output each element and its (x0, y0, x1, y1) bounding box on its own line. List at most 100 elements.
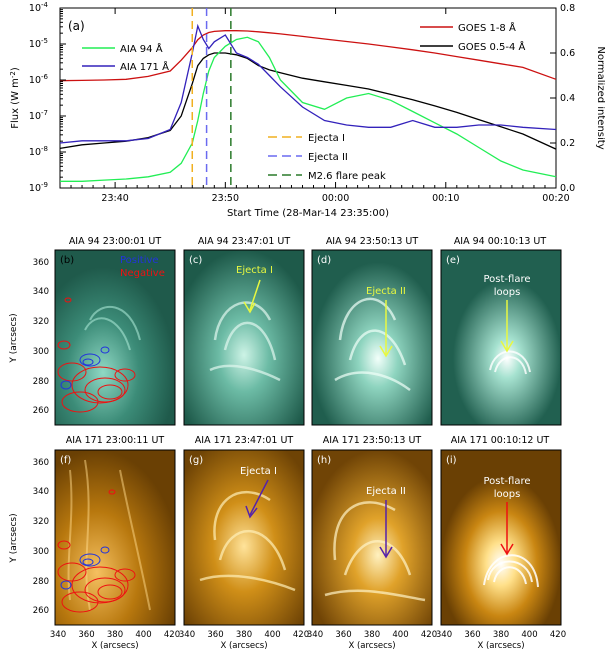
legend-ejecta2: Ejecta II (308, 152, 348, 163)
y-tick-label: 10-9 (29, 181, 48, 194)
arrowhead (379, 546, 393, 559)
panel-title-g: AIA 171 23:47:01 UT (195, 435, 294, 446)
annotation-postflare-171-line1: Post-flare (483, 476, 530, 487)
light-curve-panel: 23:40 23:50 00:00 00:10 00:20 10-9 10-8 10-7 10-… (9, 1, 605, 219)
right-axis-label: Normalized intensity (595, 46, 605, 149)
aia171-image (311, 449, 433, 626)
panel-label-e: (e) (446, 255, 460, 266)
arrow-ejecta1-171 (249, 479, 269, 516)
y-tick-label: 260 (33, 406, 49, 416)
panel-label-d: (d) (317, 255, 331, 266)
x-tick-label: 400 (392, 630, 408, 640)
x-tick-label: 420 (164, 630, 180, 640)
x-axis-label: Start Time (28-Mar-14 23:35:00) (227, 208, 389, 219)
annotation-postflare-94-line1: Post-flare (483, 274, 530, 285)
y-tick-label: 300 (33, 547, 49, 557)
x-tick-label: 380 (364, 630, 380, 640)
panel-label-c: (c) (189, 255, 202, 266)
legend-left: AIA 94 Å AIA 171 Å (82, 42, 169, 73)
panel-title-h: AIA 171 23:50:13 UT (323, 435, 422, 446)
y2-tick-label: 0.8 (560, 3, 575, 14)
legend-aia94: AIA 94 Å (120, 42, 163, 55)
image-panel-g: (g) Ejecta I (183, 449, 305, 626)
panel-label-g: (g) (189, 455, 203, 466)
image-panel-e: (e) Post-flare loops (440, 249, 562, 426)
aia94-image (311, 249, 433, 426)
legend-goes18: GOES 1-8 Å (458, 21, 516, 34)
image-panel-b: (b) Positive Negative (54, 249, 176, 426)
series-line-2 (60, 36, 557, 182)
arrowhead (379, 345, 393, 358)
image-x-axes: 340 360 380 400 420 X (arcsecs) 340 360 380 400 42… (50, 630, 566, 650)
x-tick-label: 340 (307, 630, 323, 640)
x-tick-label: 00:00 (322, 193, 349, 204)
y2-tick-label: 0.6 (560, 48, 575, 59)
image-panel-i: (i) Post-flare loops (440, 449, 562, 626)
legend-goes054: GOES 0.5-4 Å (458, 40, 526, 53)
y-tick-label: 10-6 (29, 73, 49, 86)
y-tick-label: 10-4 (29, 1, 49, 14)
image-grid: AIA 94 23:00:01 UT AIA 94 23:47:01 UT AI… (9, 236, 566, 650)
y-tick-label: 340 (33, 287, 49, 297)
legend-flare-peak: M2.6 flare peak (308, 171, 386, 182)
y-tick-label: 360 (33, 258, 49, 268)
y-tick-label: 300 (33, 347, 49, 357)
y-tick-label: 340 (33, 487, 49, 497)
x-tick-label: 360 (335, 630, 351, 640)
panel-label-h: (h) (317, 455, 331, 466)
contours-positive (60, 546, 110, 590)
event-markers (191, 8, 232, 188)
x-tick-label: 420 (293, 630, 309, 640)
x-tick-label: 380 (236, 630, 252, 640)
row1-y-axis: 360 340 320 300 280 260 Y (arcsecs) (9, 258, 49, 416)
x-axis-label: X (arcsecs) (348, 641, 395, 650)
panel-label-i: (i) (446, 455, 457, 466)
annotation-ejecta2-171: Ejecta II (366, 486, 406, 497)
y-axis-label: Y (arcsecs) (9, 513, 19, 563)
x-tick-label: 420 (550, 630, 566, 640)
left-axis-label: Flux (W m-2) (9, 67, 21, 129)
panel-title-e: AIA 94 00:10:13 UT (454, 236, 547, 247)
image-panel-f: (f) (54, 449, 176, 626)
arrowhead (243, 301, 256, 314)
coronal-loops (324, 501, 426, 602)
annotation-postflare-171-line2: loops (494, 489, 521, 500)
image-panel-c: (c) Ejecta I (183, 249, 305, 426)
x-tick-label: 340 (179, 630, 195, 640)
light-curve-series (59, 23, 557, 182)
image-panel-h: (h) Ejecta II (311, 449, 433, 626)
panel-title-i: AIA 171 00:10:12 UT (451, 435, 550, 446)
panel-title-b: AIA 94 23:00:01 UT (69, 236, 162, 247)
coronal-loops (209, 301, 281, 382)
x-tick-label: 400 (264, 630, 280, 640)
contours-positive (60, 346, 110, 390)
aia171-image (183, 449, 305, 626)
post-flare-loops (483, 554, 539, 588)
y2-tick-label: 0.4 (560, 93, 575, 104)
annotation-ejecta1-171: Ejecta I (240, 466, 277, 477)
y-tick-label: 10-7 (29, 109, 48, 122)
legend-aia171: AIA 171 Å (120, 60, 169, 73)
x-tick-label: 360 (464, 630, 480, 640)
panel-label-a: (a) (68, 19, 85, 33)
y-tick-label: 280 (33, 377, 49, 387)
y-tick-label: 260 (33, 606, 49, 616)
series-line-3 (59, 23, 557, 144)
panel-title-f: AIA 171 23:00:11 UT (66, 435, 165, 446)
panel-title-d: AIA 94 23:50:13 UT (326, 236, 419, 247)
y-tick-label: 280 (33, 577, 49, 587)
x-tick-label: 23:40 (101, 193, 128, 204)
annotation-ejecta1-94: Ejecta I (236, 265, 273, 276)
x-axis-label: X (arcsecs) (91, 641, 138, 650)
panel-label-b: (b) (60, 255, 74, 266)
y-tick-label: 10-5 (29, 37, 48, 50)
legend-ejecta1: Ejecta I (308, 133, 345, 144)
aia171-image (440, 449, 562, 626)
coronal-loops (334, 297, 411, 392)
aia171-image (54, 449, 176, 626)
x-tick-label: 340 (436, 630, 452, 640)
x-tick-label: 00:20 (542, 193, 569, 204)
annotation-ejecta2-94: Ejecta II (366, 286, 406, 297)
annotation-postflare-94-line2: loops (494, 287, 521, 298)
